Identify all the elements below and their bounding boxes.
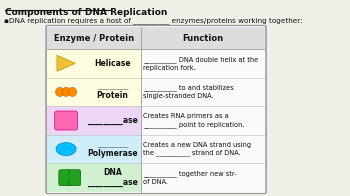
FancyBboxPatch shape xyxy=(46,25,266,193)
Text: Helicase: Helicase xyxy=(94,59,131,68)
Bar xyxy=(48,78,141,106)
Polygon shape xyxy=(57,55,75,71)
Circle shape xyxy=(62,87,70,96)
Bar xyxy=(141,135,265,163)
FancyBboxPatch shape xyxy=(69,170,81,186)
Bar xyxy=(141,49,265,78)
Text: Polymerase: Polymerase xyxy=(88,149,138,158)
Text: __________: __________ xyxy=(97,143,128,148)
Text: Creates RNA primers as a
__________ point to replication.: Creates RNA primers as a __________ poin… xyxy=(144,113,245,128)
Text: __________ to and stabilizes
single-stranded DNA.: __________ to and stabilizes single-stra… xyxy=(144,84,234,99)
Bar xyxy=(48,135,141,163)
Text: Protein: Protein xyxy=(97,91,128,100)
FancyBboxPatch shape xyxy=(55,111,77,130)
Bar xyxy=(141,163,265,192)
Text: __________ together new str-
of DNA.: __________ together new str- of DNA. xyxy=(144,170,237,185)
Text: _________ase: _________ase xyxy=(88,116,138,125)
Text: ▪DNA replication requires a host of __________ enzymes/proteins working together: ▪DNA replication requires a host of ____… xyxy=(4,17,302,24)
Text: Components of DNA Replication: Components of DNA Replication xyxy=(5,8,167,17)
Text: __________ DNA double helix at the
replication fork.: __________ DNA double helix at the repli… xyxy=(144,56,259,71)
Text: Creates a new DNA strand using
the __________ strand of DNA.: Creates a new DNA strand using the _____… xyxy=(144,142,251,156)
Bar xyxy=(141,106,265,135)
Text: Enzyme / Protein: Enzyme / Protein xyxy=(54,34,134,43)
Circle shape xyxy=(68,87,77,96)
Ellipse shape xyxy=(56,143,76,156)
Bar xyxy=(48,106,141,135)
Bar xyxy=(48,163,141,192)
Bar xyxy=(141,78,265,106)
Bar xyxy=(48,27,265,49)
Bar xyxy=(48,49,141,78)
FancyBboxPatch shape xyxy=(59,170,71,186)
Text: __________: __________ xyxy=(97,85,128,90)
Circle shape xyxy=(56,87,64,96)
Text: DNA
_________ase: DNA _________ase xyxy=(88,168,138,187)
Bar xyxy=(67,175,72,180)
Text: Function: Function xyxy=(182,34,223,43)
